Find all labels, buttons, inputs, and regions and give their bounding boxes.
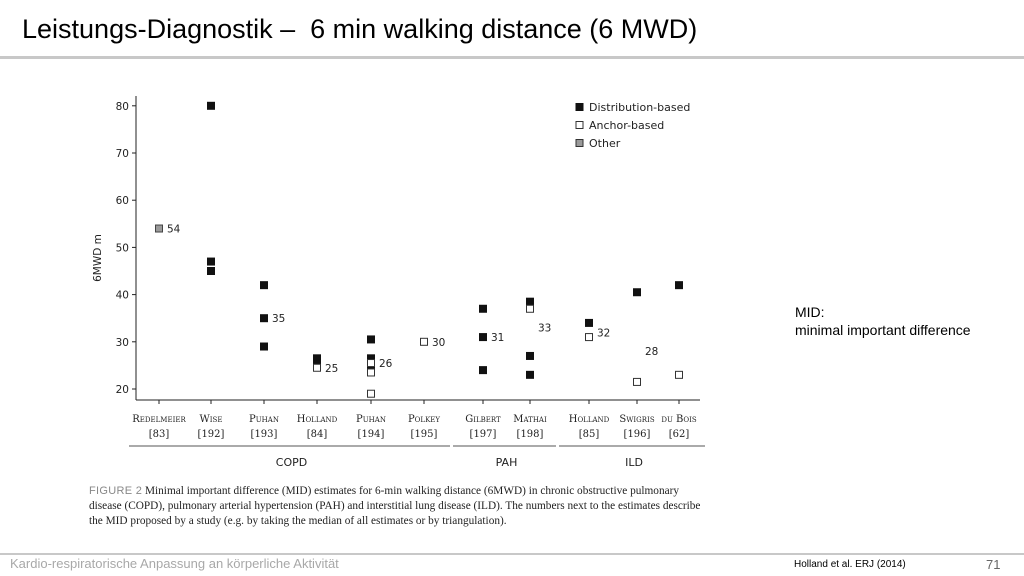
mid-value-label: 31: [491, 332, 504, 344]
mid-value-label: 25: [325, 363, 338, 375]
figure-caption: FIGURE 2 Minimal important difference (M…: [89, 484, 714, 529]
study-ref-label: [198]: [517, 429, 544, 440]
study-ref-label: [192]: [198, 429, 225, 440]
study-name-label: Swigris: [619, 414, 654, 425]
y-tick-label: 40: [116, 290, 129, 302]
y-tick-label: 50: [116, 242, 129, 254]
mid-value-label: 26: [379, 358, 393, 370]
study-name-label: Wise: [200, 414, 223, 425]
data-point-anchor-based: [367, 359, 375, 368]
y-tick-label: 20: [116, 384, 129, 396]
data-point-distribution-based: [526, 297, 534, 306]
study-name-label: Polkey: [408, 414, 440, 425]
page-number: 71: [986, 557, 1001, 572]
data-point-distribution-based: [479, 333, 487, 342]
side-note-text: minimal important difference: [795, 322, 971, 338]
group-label: ILD: [625, 456, 643, 469]
data-point-other: [155, 224, 163, 233]
mid-value-label: 33: [538, 323, 551, 335]
y-axis-ticks: 20 30 40 50 60 70 80: [116, 101, 136, 396]
study-name-label: Puhan: [356, 414, 386, 425]
study-ref-label: [84]: [307, 429, 328, 440]
data-point-distribution-based: [207, 101, 215, 110]
slide-title: Leistungs-Diagnostik – 6 min walking dis…: [22, 14, 698, 44]
data-point-distribution-based: [260, 281, 268, 290]
data-point-distribution-based: [260, 342, 268, 351]
study-name-label: Gilbert: [465, 414, 501, 425]
legend-entry: Distribution-based: [589, 101, 690, 114]
mid-value-label: 35: [272, 313, 285, 325]
chart-axes: 6MWD m: [92, 96, 700, 401]
footer-divider: [0, 553, 1024, 555]
data-point-distribution-based: [633, 288, 641, 297]
caption-label: FIGURE 2: [89, 485, 143, 497]
y-tick-label: 80: [116, 101, 129, 113]
data-point-distribution-based: [526, 351, 534, 360]
study-ref-label: [194]: [358, 429, 385, 440]
data-point-anchor-based: [633, 377, 641, 386]
data-point-distribution-based: [479, 304, 487, 313]
data-point-distribution-based: [207, 257, 215, 266]
data-point-anchor-based: [526, 304, 534, 313]
data-point-anchor-based: [367, 389, 375, 398]
study-ref-label: [195]: [411, 429, 438, 440]
mid-annotations: 54 35 25 26 30 31 33 32 28: [167, 224, 658, 375]
y-axis-label: 6MWD m: [92, 234, 104, 282]
x-axis-categories: Redelmeier [83] Wise [192] Puhan [193] Holland…: [132, 400, 697, 440]
study-ref-label: [62]: [669, 429, 690, 440]
study-name-label: Redelmeier: [132, 414, 186, 425]
study-name-label: du Bois: [661, 414, 697, 425]
data-point-distribution-based: [260, 314, 268, 323]
group-labels: COPD PAH ILD: [129, 445, 705, 469]
study-name-label: Holland: [569, 414, 610, 425]
mid-scatter-chart: 6MWD m 20 30 40 50 60 70 80 Redelmeier [83] Wise…: [92, 96, 705, 469]
caption-text: Minimal important difference (MID) estim…: [89, 485, 701, 527]
data-point-anchor-based: [675, 370, 683, 379]
side-note: MID: minimal important difference: [795, 303, 971, 339]
study-ref-label: [85]: [579, 429, 600, 440]
mid-value-label: 32: [597, 327, 610, 339]
study-ref-label: [197]: [470, 429, 497, 440]
mid-value-label: 28: [645, 346, 658, 358]
data-point-distribution-based: [675, 281, 683, 290]
mid-value-label: 30: [432, 337, 445, 349]
data-point-anchor-based: [367, 368, 375, 377]
study-name-label: Puhan: [249, 414, 279, 425]
group-label: COPD: [276, 456, 307, 469]
y-tick-label: 60: [116, 195, 129, 207]
footer-citation: Holland et al. ERJ (2014): [794, 559, 906, 570]
y-tick-label: 30: [116, 337, 129, 349]
study-name-label: Holland: [297, 414, 338, 425]
chart-legend: Distribution-based Anchor-based Other: [575, 101, 690, 150]
data-point-anchor-based: [585, 333, 593, 342]
data-point-distribution-based: [479, 366, 487, 375]
group-label: PAH: [496, 456, 518, 469]
legend-entry: Other: [589, 137, 621, 150]
data-point-anchor-based: [313, 363, 321, 372]
title-divider: [0, 56, 1024, 59]
legend-swatch: [575, 139, 584, 147]
study-ref-label: [83]: [149, 429, 170, 440]
data-point-distribution-based: [585, 318, 593, 327]
data-point-distribution-based: [367, 335, 375, 344]
footer-course-title: Kardio-respiratorische Anpassung an körp…: [10, 556, 339, 571]
legend-entry: Anchor-based: [589, 119, 664, 132]
study-name-label: Mathai: [513, 414, 547, 425]
data-point-anchor-based: [420, 337, 428, 346]
data-points: [155, 101, 683, 398]
mid-value-label: 54: [167, 224, 181, 236]
legend-swatch: [575, 103, 584, 111]
study-ref-label: [193]: [251, 429, 278, 440]
data-point-distribution-based: [526, 370, 534, 379]
data-point-distribution-based: [207, 267, 215, 275]
study-ref-label: [196]: [624, 429, 651, 440]
legend-swatch: [575, 121, 584, 129]
side-note-heading: MID:: [795, 304, 825, 320]
y-tick-label: 70: [116, 148, 129, 160]
